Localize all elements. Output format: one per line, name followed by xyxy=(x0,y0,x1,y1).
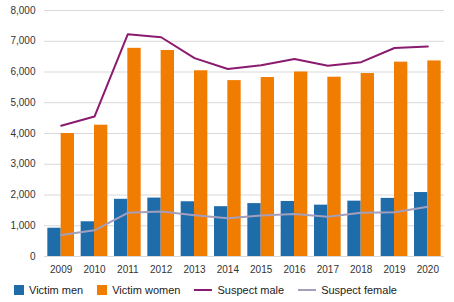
svg-text:2013: 2013 xyxy=(183,264,206,275)
svg-text:6,000: 6,000 xyxy=(10,66,35,77)
svg-text:5,000: 5,000 xyxy=(10,97,35,108)
svg-text:8,000: 8,000 xyxy=(10,5,35,16)
html-text:Victim women: Victim women xyxy=(112,284,181,296)
svg-text:2017: 2017 xyxy=(317,264,340,275)
svg-text:2009: 2009 xyxy=(50,264,73,275)
html-text:Victim men: Victim men xyxy=(29,284,84,296)
svg-text:2010: 2010 xyxy=(83,264,106,275)
svg-text:2020: 2020 xyxy=(417,264,440,275)
svg-text:2016: 2016 xyxy=(283,264,306,275)
svg-text:2,000: 2,000 xyxy=(10,189,35,200)
html-text:Suspect female: Suspect female xyxy=(321,284,397,296)
svg-text:3,000: 3,000 xyxy=(10,158,35,169)
html-text:Suspect male: Suspect male xyxy=(217,284,285,296)
svg-text:2019: 2019 xyxy=(383,264,406,275)
svg-text:0: 0 xyxy=(30,251,36,262)
svg-text:2012: 2012 xyxy=(150,264,173,275)
svg-text:2018: 2018 xyxy=(350,264,373,275)
svg-text:1,000: 1,000 xyxy=(10,220,35,231)
svg-text:7,000: 7,000 xyxy=(10,35,35,46)
svg-text:2011: 2011 xyxy=(117,264,139,275)
svg-text:2015: 2015 xyxy=(250,264,273,275)
svg-text:2014: 2014 xyxy=(217,264,240,275)
svg-text:4,000: 4,000 xyxy=(10,128,35,139)
